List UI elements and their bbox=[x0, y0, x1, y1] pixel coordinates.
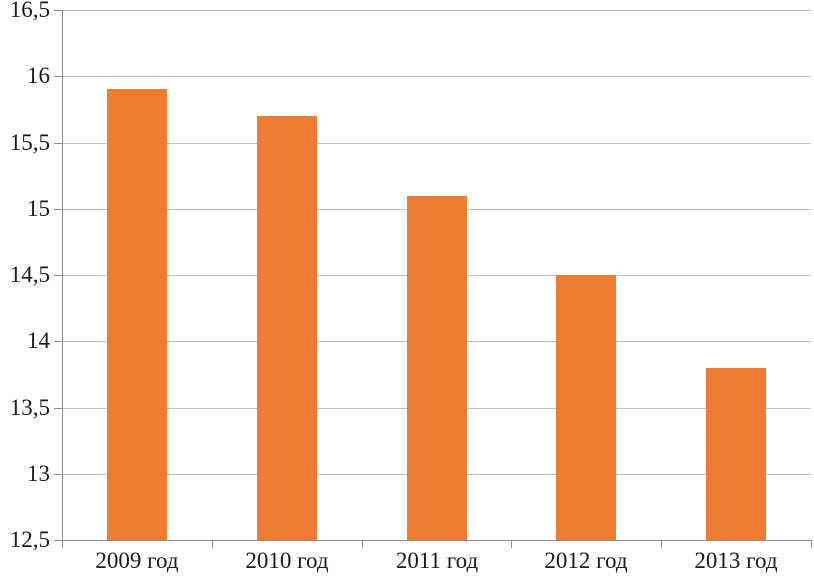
bar-2010 bbox=[257, 116, 317, 540]
y-axis-tick bbox=[54, 275, 62, 276]
bar-2013 bbox=[706, 368, 766, 540]
y-axis-label: 15,5 bbox=[9, 130, 50, 155]
y-axis-label: 13 bbox=[27, 461, 50, 486]
y-axis-tick bbox=[54, 10, 62, 11]
x-axis-tick bbox=[362, 540, 363, 548]
x-axis-label: 2013 год bbox=[694, 548, 778, 573]
bar-2011 bbox=[407, 196, 467, 540]
x-axis-tick bbox=[511, 540, 512, 548]
y-axis-label: 16 bbox=[27, 63, 50, 88]
y-axis-tick bbox=[54, 540, 62, 541]
x-axis-label: 2009 год bbox=[95, 548, 179, 573]
y-axis-label: 14,5 bbox=[9, 262, 50, 287]
x-axis-tick bbox=[212, 540, 213, 548]
y-axis-tick bbox=[54, 474, 62, 475]
y-axis-tick bbox=[54, 209, 62, 210]
y-axis-tick bbox=[54, 143, 62, 144]
y-axis-label: 15 bbox=[27, 196, 50, 221]
gridline bbox=[62, 76, 811, 77]
y-axis-tick bbox=[54, 341, 62, 342]
x-axis-tick bbox=[661, 540, 662, 548]
y-axis-line bbox=[62, 10, 63, 540]
y-axis-label: 12,5 bbox=[9, 527, 50, 552]
x-axis-label: 2012 год bbox=[544, 548, 628, 573]
x-axis-line bbox=[62, 540, 812, 541]
x-axis-tick bbox=[811, 540, 812, 548]
y-axis-label: 13,5 bbox=[9, 395, 50, 420]
y-axis-tick bbox=[54, 76, 62, 77]
x-axis-label: 2010 год bbox=[245, 548, 329, 573]
x-axis-label: 2011 год bbox=[395, 548, 479, 573]
y-axis-label: 14 bbox=[27, 328, 50, 353]
bar-2012 bbox=[556, 275, 616, 540]
gridline bbox=[62, 10, 811, 11]
bar-2009 bbox=[107, 89, 167, 540]
x-axis-tick bbox=[62, 540, 63, 548]
y-axis-label: 16,5 bbox=[9, 0, 50, 22]
gridline bbox=[62, 143, 811, 144]
y-axis-tick bbox=[54, 408, 62, 409]
